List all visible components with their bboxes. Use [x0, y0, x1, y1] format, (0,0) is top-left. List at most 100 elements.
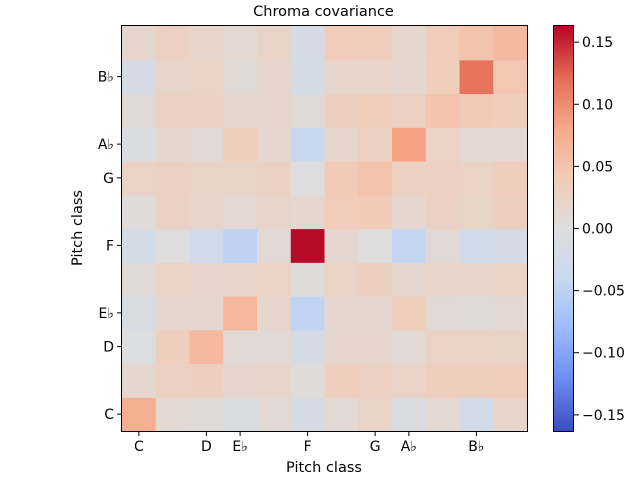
heatmap-cell: [324, 228, 359, 263]
heatmap-cell: [324, 127, 359, 162]
heatmap-cell: [493, 296, 528, 331]
heatmap-cell: [155, 262, 191, 297]
heatmap-cell: [290, 93, 326, 128]
heatmap-cell: [155, 59, 191, 95]
colorbar-tick-label: 0.15: [582, 35, 613, 51]
heatmap-cell: [122, 127, 157, 162]
heatmap-cell: [358, 161, 393, 196]
heatmap-cell: [459, 262, 494, 297]
heatmap-cell: [459, 296, 494, 331]
heatmap-cell: [493, 262, 528, 297]
heatmap-cell: [223, 194, 258, 230]
heatmap-cell: [290, 194, 326, 230]
heatmap-cell: [459, 93, 494, 128]
x-tick-label: E♭: [232, 439, 247, 455]
heatmap-cell: [122, 262, 157, 297]
heatmap-cell: [223, 262, 258, 297]
heatmap-cell: [290, 26, 326, 61]
heatmap-cell: [425, 228, 461, 263]
heatmap-cell: [189, 59, 224, 95]
heatmap-cell: [358, 59, 393, 95]
y-ticks: C D E♭ F G A♭ B♭: [98, 70, 122, 423]
heatmap-cell: [189, 127, 224, 162]
heatmap-cell: [122, 59, 157, 95]
heatmap-cell: [392, 161, 427, 196]
heatmap-cell: [257, 127, 292, 162]
heatmap-cell: [358, 127, 393, 162]
heatmap-cells: [122, 26, 528, 432]
heatmap-cell: [189, 397, 224, 432]
heatmap-cell: [493, 26, 528, 61]
x-tick-label: D: [201, 439, 212, 455]
heatmap-cell: [459, 329, 494, 365]
y-axis-label: Pitch class: [70, 190, 86, 266]
plot-frame: [121, 25, 528, 432]
heatmap-cell: [189, 93, 224, 128]
heatmap-cell: [189, 363, 224, 398]
heatmap-cell: [290, 228, 326, 263]
heatmap-cell: [324, 397, 359, 432]
heatmap-cell: [425, 59, 461, 95]
colorbar-tick-label: −0.10: [582, 346, 625, 362]
heatmap-cell: [324, 329, 359, 365]
x-tick-label: F: [304, 439, 312, 455]
heatmap-cell: [122, 228, 157, 263]
heatmap-cell: [290, 262, 326, 297]
heatmap-cell: [392, 127, 427, 162]
heatmap-cell: [392, 397, 427, 432]
heatmap-cell: [155, 93, 191, 128]
heatmap-cell: [189, 329, 224, 365]
heatmap-cell: [155, 329, 191, 365]
heatmap-cell: [155, 161, 191, 196]
colorbar: [553, 25, 574, 432]
heatmap-cell: [324, 26, 359, 61]
y-tick-label: B♭: [98, 70, 114, 86]
heatmap-cell: [493, 397, 528, 432]
heatmap-cell: [290, 59, 326, 95]
heatmap-cell: [493, 161, 528, 196]
heatmap-cell: [324, 363, 359, 398]
heatmap-cell: [459, 59, 494, 95]
heatmap-cell: [223, 127, 258, 162]
heatmap-cell: [358, 93, 393, 128]
x-tick-label: A♭: [401, 439, 417, 455]
heatmap-cell: [189, 296, 224, 331]
heatmap-cell: [493, 194, 528, 230]
heatmap-cell: [425, 194, 461, 230]
heatmap-cell: [155, 296, 191, 331]
heatmap-cell: [392, 363, 427, 398]
chart-title: Chroma covariance: [253, 4, 394, 20]
heatmap-cell: [493, 93, 528, 128]
heatmap-cell: [459, 26, 494, 61]
heatmap-cell: [459, 161, 494, 196]
heatmap-cell: [257, 397, 292, 432]
heatmap-cell: [223, 93, 258, 128]
heatmap-cell: [493, 329, 528, 365]
heatmap-cell: [459, 127, 494, 162]
heatmap-cell: [425, 26, 461, 61]
heatmap-cell: [257, 329, 292, 365]
colorbar-tick-label: −0.05: [582, 284, 625, 300]
heatmap-cell: [392, 93, 427, 128]
heatmap-cell: [257, 161, 292, 196]
heatmap-cell: [493, 363, 528, 398]
heatmap-cell: [425, 296, 461, 331]
heatmap-cell: [290, 397, 326, 432]
heatmap-cell: [189, 26, 224, 61]
colorbar-tick-label: 0.00: [582, 222, 613, 238]
heatmap-cell: [459, 363, 494, 398]
heatmap-cell: [358, 26, 393, 61]
heatmap-cell: [392, 262, 427, 297]
heatmap-cell: [122, 161, 157, 196]
heatmap-cell: [257, 228, 292, 263]
heatmap-cell: [257, 93, 292, 128]
colorbar-tick-label: −0.15: [582, 408, 625, 424]
heatmap-cell: [122, 329, 157, 365]
heatmap-cell: [425, 329, 461, 365]
heatmap-cell: [358, 194, 393, 230]
heatmap-cell: [324, 194, 359, 230]
heatmap-cell: [324, 262, 359, 297]
heatmap-cell: [155, 363, 191, 398]
heatmap-cell: [122, 296, 157, 331]
heatmap-cell: [324, 296, 359, 331]
